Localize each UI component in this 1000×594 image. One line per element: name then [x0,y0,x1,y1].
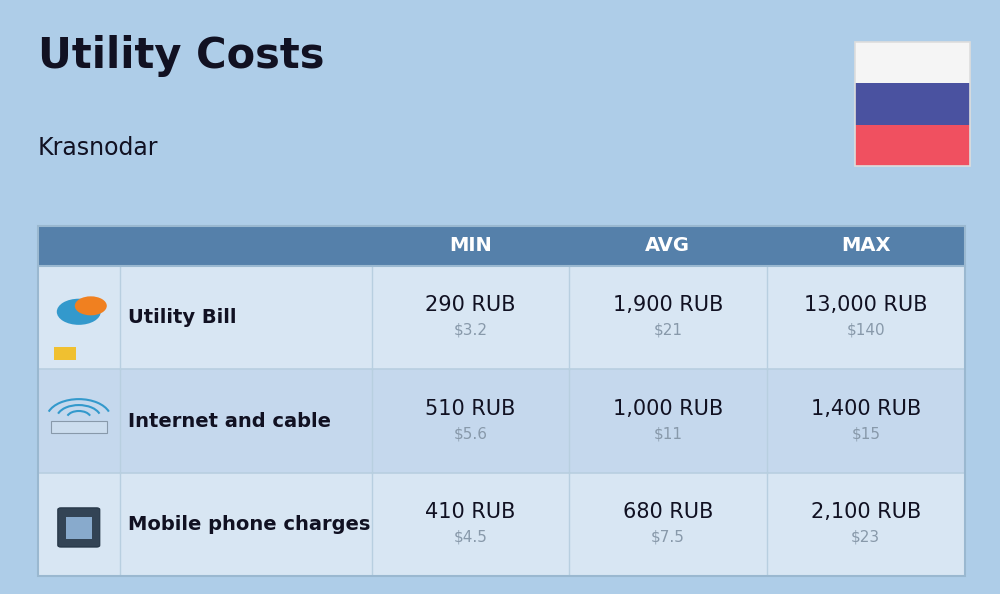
Text: 510 RUB: 510 RUB [425,399,516,419]
Bar [855,42,970,166]
FancyBboxPatch shape [49,492,108,557]
Text: Krasnodar: Krasnodar [38,137,158,160]
Text: ☀: ☀ [65,303,92,332]
Text: $15: $15 [851,426,880,441]
Text: 410 RUB: 410 RUB [425,502,516,522]
Text: $3.2: $3.2 [453,323,487,337]
Bar [51,421,107,433]
FancyBboxPatch shape [49,285,108,350]
Text: $21: $21 [653,323,682,337]
Text: $5.6: $5.6 [453,426,487,441]
FancyBboxPatch shape [49,388,108,454]
Text: 1,000 RUB: 1,000 RUB [613,399,723,419]
Bar [38,226,965,266]
Text: AVG: AVG [645,236,690,255]
Text: MIN: MIN [449,236,492,255]
Text: $4.5: $4.5 [454,529,487,544]
Text: 1,400 RUB: 1,400 RUB [811,399,921,419]
Text: $23: $23 [851,529,880,544]
Bar [54,347,76,361]
Bar [38,226,965,576]
Text: Internet and cable: Internet and cable [128,412,331,431]
Text: 1,900 RUB: 1,900 RUB [613,295,723,315]
Text: 680 RUB: 680 RUB [623,502,713,522]
Bar [855,42,970,83]
Text: 13,000 RUB: 13,000 RUB [804,295,928,315]
Bar [38,369,120,473]
Text: Mobile phone charges: Mobile phone charges [128,515,370,534]
Bar [38,266,120,369]
Text: Utility Costs: Utility Costs [38,35,324,77]
Text: 2,100 RUB: 2,100 RUB [811,502,921,522]
Bar [66,517,92,539]
Bar [855,83,970,125]
Bar [855,125,970,166]
Text: $140: $140 [846,323,885,337]
FancyBboxPatch shape [58,508,100,547]
Circle shape [75,296,107,315]
Text: 290 RUB: 290 RUB [425,295,516,315]
Text: Utility Bill: Utility Bill [128,308,236,327]
Text: $7.5: $7.5 [651,529,685,544]
Bar [38,473,965,576]
Text: MAX: MAX [841,236,891,255]
Bar [38,266,965,369]
Bar [38,473,120,576]
Circle shape [57,299,101,325]
Text: $11: $11 [653,426,682,441]
Bar [38,369,965,473]
